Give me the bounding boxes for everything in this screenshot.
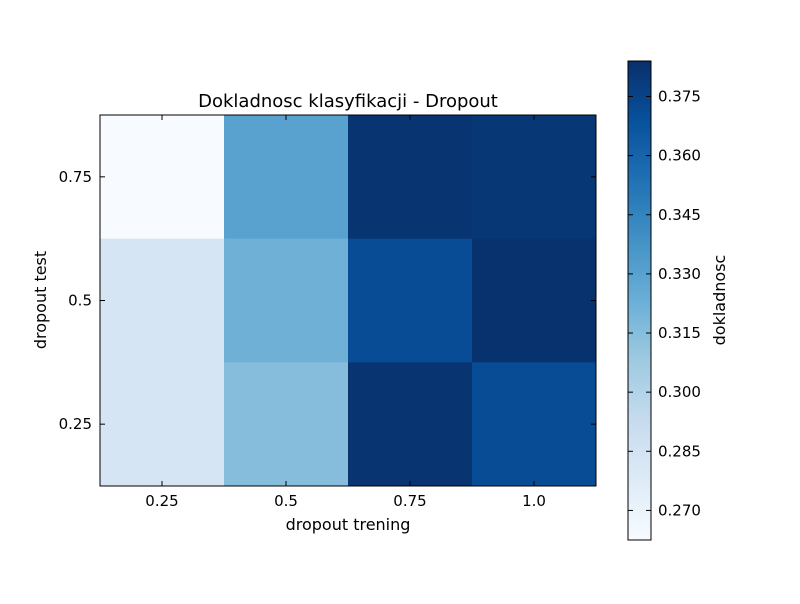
- heatmap-cell: [472, 238, 597, 363]
- colorbar-gradient: [627, 60, 652, 541]
- y-axis-label: dropout test: [31, 251, 50, 349]
- heatmap-cell: [472, 362, 597, 487]
- colorbar-tick-label: 0.285: [658, 442, 701, 460]
- heatmap-cell: [224, 238, 349, 363]
- x-tick-label: 1.0: [522, 492, 546, 510]
- colorbar-ticks: 0.270 0.285 0.300 0.315 0.330 0.345 0.360 0.375: [628, 87, 701, 519]
- heatmap-cell: [348, 115, 473, 240]
- y-tick-label: 0.5: [68, 292, 92, 310]
- heatmap-cell: [348, 362, 473, 487]
- x-tick-label: 0.25: [145, 492, 178, 510]
- heatmap-cell: [472, 115, 597, 240]
- heatmap-cell: [100, 115, 225, 240]
- colorbar-tick-label: 0.345: [658, 206, 701, 224]
- y-tick-label: 0.75: [59, 168, 92, 186]
- colorbar-tick-label: 0.300: [658, 383, 701, 401]
- x-tick-label: 0.5: [274, 492, 298, 510]
- chart-title: Dokladnosc klasyfikacji - Dropout: [198, 91, 498, 112]
- colorbar-label: dokladnosc: [710, 255, 729, 346]
- heatmap-cell: [224, 362, 349, 487]
- x-tick-label: 0.75: [393, 492, 426, 510]
- colorbar: [627, 60, 652, 541]
- colorbar-tick-label: 0.375: [658, 87, 701, 105]
- heatmap-cell: [348, 238, 473, 363]
- colorbar-tick-label: 0.330: [658, 265, 701, 283]
- y-ticks: 0.75 0.5 0.25: [59, 168, 596, 433]
- x-axis-label: dropout trening: [286, 515, 411, 534]
- colorbar-tick-label: 0.315: [658, 324, 701, 342]
- heatmap-cell: [100, 362, 225, 487]
- colorbar-tick-label: 0.270: [658, 501, 701, 519]
- heatmap-cell: [224, 115, 349, 240]
- x-ticks: 0.25 0.5 0.75 1.0: [145, 115, 546, 510]
- y-tick-label: 0.25: [59, 415, 92, 433]
- heatmap-cells: [100, 115, 597, 487]
- heatmap-cell: [100, 238, 225, 363]
- colorbar-tick-label: 0.360: [658, 147, 701, 165]
